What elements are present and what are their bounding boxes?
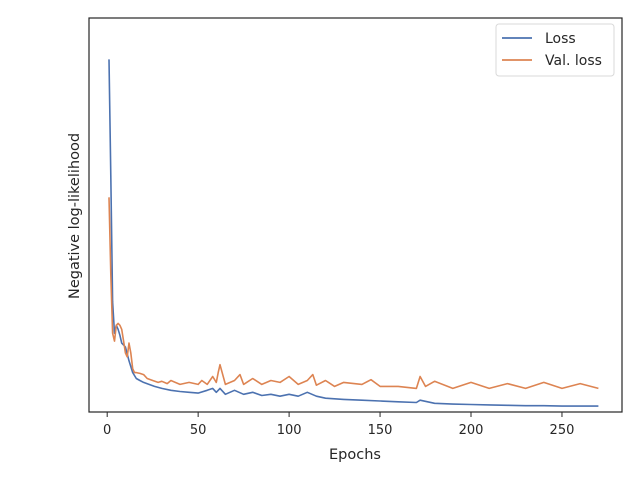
x-tick-label: 200 (459, 423, 484, 438)
x-tick-label: 250 (550, 423, 575, 438)
x-axis-ticks: 0 50 100 150 200 250 (103, 412, 574, 438)
x-tick-label: 100 (277, 423, 302, 438)
x-axis-title: Epochs (329, 447, 381, 463)
x-tick-label: 0 (103, 423, 111, 438)
series-lines (108, 59, 599, 407)
plot-area-frame (88, 17, 623, 413)
legend-label-val-loss: Val. loss (545, 53, 602, 69)
legend-box (495, 23, 615, 77)
y-axis-title: Negative log-likelihood (67, 133, 83, 299)
legend: Loss Val. loss (495, 23, 615, 77)
x-tick-label: 50 (190, 423, 207, 438)
series-line-val-loss (108, 197, 599, 390)
x-tick-label: 150 (368, 423, 393, 438)
legend-label-loss: Loss (545, 31, 576, 47)
